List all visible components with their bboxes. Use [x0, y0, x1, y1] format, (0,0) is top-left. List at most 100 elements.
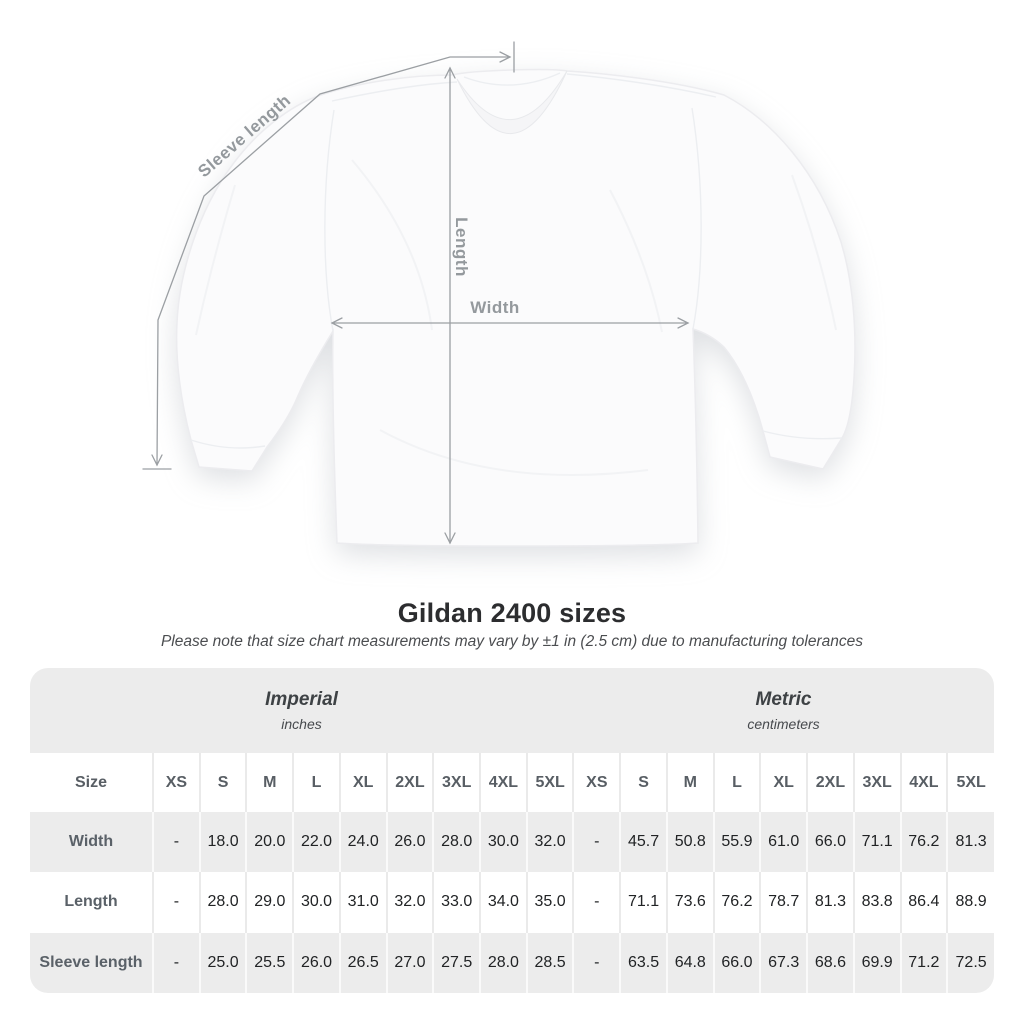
- cell: 32.0: [525, 812, 574, 873]
- length-up-arrowhead: [444, 66, 456, 79]
- metric-size-header: L: [712, 753, 761, 812]
- cell: 61.0: [759, 812, 808, 873]
- cell: 28.0: [479, 932, 527, 993]
- body-crease-bottom: [379, 429, 649, 476]
- shirt-silhouette: [175, 68, 856, 547]
- metric-size-header: 5XL: [946, 753, 994, 812]
- table-row-width: Width - 18.0 20.0 22.0 24.0 26.0 28.0 30…: [30, 812, 994, 873]
- shirt-illustration: [175, 68, 856, 547]
- metric-label: Metric: [755, 689, 812, 710]
- cell: 66.0: [806, 812, 854, 873]
- cell: 18.0: [198, 812, 247, 873]
- cell: 24.0: [338, 812, 387, 873]
- left-sleeve-crease: [195, 184, 236, 336]
- collar: [456, 70, 568, 135]
- unit-header-imperial: Imperial inches: [30, 668, 573, 753]
- cell: 69.9: [852, 932, 901, 993]
- cell: 25.0: [198, 932, 247, 993]
- right-shoulder-seam: [566, 73, 717, 98]
- cell: 67.3: [759, 932, 808, 993]
- cell: 34.0: [479, 872, 527, 933]
- row-label: Sleeve length: [30, 932, 153, 993]
- sleeve-length-down-arrowhead: [151, 454, 163, 467]
- cell: 26.0: [385, 812, 434, 873]
- body-crease-left: [351, 159, 433, 331]
- imperial-size-header: XL: [338, 753, 387, 812]
- width-right-arrowhead: [677, 317, 690, 329]
- cell: 81.3: [946, 812, 994, 873]
- cell: 27.0: [385, 932, 434, 993]
- cell: 66.0: [712, 932, 761, 993]
- shirt-measurement-diagram: Sleeve length Length Width: [142, 41, 856, 547]
- cell: 63.5: [619, 932, 667, 993]
- metric-sublabel: centimeters: [747, 716, 820, 732]
- length-label: Length: [452, 217, 471, 277]
- metric-size-header: 2XL: [806, 753, 854, 812]
- sleeve-length-right-arrowhead: [499, 51, 512, 63]
- left-armhole-seam: [324, 109, 335, 332]
- table-row-length: Length - 28.0 29.0 30.0 31.0 32.0 33.0 3…: [30, 872, 994, 933]
- cell: 25.5: [245, 932, 294, 993]
- back-neckline-seam: [463, 72, 561, 86]
- cell: -: [152, 932, 200, 993]
- size-table: Imperial inches Metric centimeters Size …: [30, 668, 994, 993]
- cell: 28.0: [432, 812, 481, 873]
- cell: 26.0: [292, 932, 340, 993]
- cell: 68.6: [806, 932, 854, 993]
- cell: 71.1: [852, 812, 901, 873]
- size-column-header: Size: [30, 753, 153, 812]
- cell: 76.2: [712, 872, 761, 933]
- imperial-size-header: 5XL: [525, 753, 574, 812]
- cell: 73.6: [665, 872, 714, 933]
- cell: 88.9: [946, 872, 994, 933]
- unit-header-band: Imperial inches Metric centimeters: [30, 668, 994, 753]
- row-label: Width: [30, 812, 153, 873]
- cell: 30.0: [479, 812, 527, 873]
- table-row-sleeve-length: Sleeve length - 25.0 25.5 26.0 26.5 27.0…: [30, 932, 994, 993]
- body-crease-right: [609, 189, 663, 333]
- cell: 71.2: [899, 932, 948, 993]
- metric-size-header: S: [619, 753, 667, 812]
- cell: 30.0: [292, 872, 340, 933]
- unit-header-metric: Metric centimeters: [573, 668, 994, 753]
- metric-size-header: 3XL: [852, 753, 901, 812]
- cell: 28.5: [525, 932, 574, 993]
- cell: 28.0: [198, 872, 247, 933]
- cell: -: [152, 812, 200, 873]
- cell: -: [572, 872, 621, 933]
- cell: -: [152, 872, 200, 933]
- cell: 64.8: [665, 932, 714, 993]
- metric-size-header: M: [665, 753, 714, 812]
- imperial-size-header: 2XL: [385, 753, 434, 812]
- right-cuff-seam: [762, 430, 843, 440]
- width-left-arrowhead: [330, 317, 343, 329]
- cell: 26.5: [338, 932, 387, 993]
- cell: 81.3: [806, 872, 854, 933]
- imperial-sublabel: inches: [281, 716, 322, 732]
- measurements-table: Size XS S M L XL 2XL 3XL 4XL 5XL XS S M …: [30, 753, 994, 993]
- right-sleeve-crease: [791, 174, 837, 331]
- imperial-size-header: 3XL: [432, 753, 481, 812]
- table-header-row: Size XS S M L XL 2XL 3XL 4XL 5XL XS S M …: [30, 753, 994, 812]
- page-title: Gildan 2400 sizes: [397, 598, 627, 628]
- row-label: Length: [30, 872, 153, 933]
- right-armhole-seam: [691, 107, 702, 330]
- length-down-arrowhead: [444, 532, 456, 545]
- cell: -: [572, 932, 621, 993]
- cell: 86.4: [899, 872, 948, 933]
- cell: 78.7: [759, 872, 808, 933]
- imperial-label: Imperial: [265, 689, 338, 710]
- metric-size-header: XS: [572, 753, 621, 812]
- cell: -: [572, 812, 621, 873]
- left-cuff-seam: [190, 439, 266, 449]
- cell: 45.7: [619, 812, 667, 873]
- cell: 71.1: [619, 872, 667, 933]
- cell: 20.0: [245, 812, 294, 873]
- imperial-size-header: 4XL: [479, 753, 527, 812]
- cell: 29.0: [245, 872, 294, 933]
- imperial-size-header: M: [245, 753, 294, 812]
- cell: 22.0: [292, 812, 340, 873]
- cell: 27.5: [432, 932, 481, 993]
- width-label: Width: [470, 298, 520, 317]
- left-shoulder-seam: [331, 81, 458, 102]
